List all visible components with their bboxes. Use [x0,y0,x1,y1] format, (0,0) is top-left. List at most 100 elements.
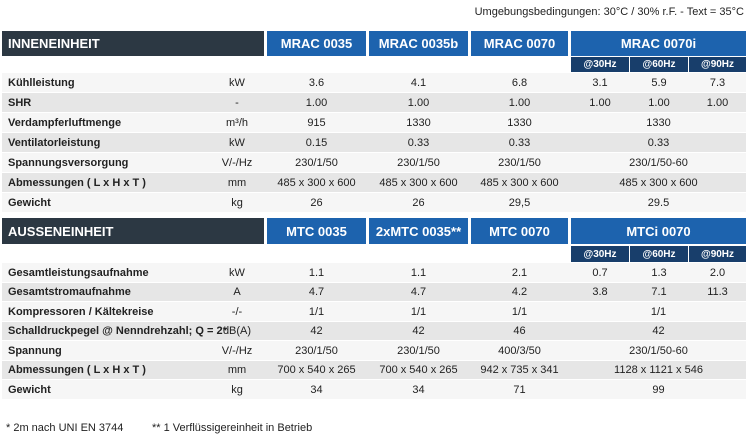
row-label: Gewicht [8,383,51,396]
cell-value: 11.3 [707,286,728,299]
cell-value: 230/1/50-60 [629,344,688,357]
row-bg [2,263,746,282]
row-unit: m³/h [226,117,248,129]
row-bg [2,321,746,340]
row-unit: kW [229,137,245,149]
cell-value: 1/1 [308,305,325,318]
cell-value: 6.8 [511,77,528,89]
cell-value: 1/1 [650,305,667,318]
cell-value: 46 [513,325,526,338]
row-label: Verdampferluftmenge [8,117,122,129]
subcolumn-header: @30Hz [571,57,629,72]
section-title: AUSSENEINHEIT [2,218,264,244]
subcolumn-header: @90Hz [689,57,746,72]
cell-value: 26 [310,197,323,209]
model-header: 2xMTC 0035** [369,218,468,244]
cell-value: 29.5 [647,197,670,209]
cell-value: 1.00 [648,97,670,109]
cell-value: 1.00 [706,97,729,109]
row-bg [2,341,746,360]
cell-value: 26 [412,197,425,209]
row-bg [2,113,746,132]
cell-value: 700 x 540 x 265 [277,364,356,377]
cell-value: 0.15 [305,137,328,149]
row-bg [2,282,746,301]
row-bg [2,153,746,172]
row-label: Gesamtstromaufnahme [8,286,131,299]
cell-value: 3.8 [592,286,608,299]
row-unit: mm [227,364,247,377]
row-label: Kompressoren / Kältekreise [8,305,154,318]
row-unit: dB(A) [222,325,252,338]
cell-value: 1/1 [511,305,528,318]
cell-value: 230/1/50 [295,157,338,169]
cell-value: 0.33 [407,137,430,149]
cell-value: 485 x 300 x 600 [379,177,458,189]
row-unit: kg [231,197,243,209]
cell-value: 1/1 [410,305,427,318]
cell-value: 2.1 [511,266,528,279]
row-bg [2,193,746,212]
cell-value: 1128 x 1121 x 546 [614,364,703,377]
row-bg [2,360,746,379]
row-label: Abmessungen ( L x H x T ) [8,177,146,189]
row-bg [2,93,746,112]
cell-value: 2.0 [709,266,726,279]
row-label: Spannungsversorgung [8,157,129,169]
row-unit: kW [229,77,245,89]
cell-value: 5.9 [651,77,667,89]
subcolumn-header: @30Hz [571,246,629,262]
row-unit: -/- [231,305,243,318]
cell-value: 230/1/50 [498,157,541,169]
row-bg [2,133,746,152]
footnote: * 2m nach UNI EN 3744 [6,422,124,434]
cell-value: 915 [307,117,326,129]
row-unit: V/-/Hz [221,157,253,169]
section-title: INNENEINHEIT [2,31,264,56]
cell-value: 7.1 [651,286,667,299]
row-bg [2,302,746,321]
cell-value: 0.33 [647,137,670,149]
row-label: Gewicht [8,197,51,209]
cell-value: 1.00 [508,97,531,109]
cell-value: 230/1/50 [397,344,440,357]
footnote: ** 1 Verflüssigereinheit in Betrieb [152,422,313,434]
cell-value: 4.1 [410,77,427,89]
row-unit: mm [227,177,247,189]
row-unit: kW [229,266,245,279]
cell-value: 1330 [406,117,431,129]
cell-value: 1.00 [589,97,611,109]
model-header: MRAC 0035b [369,31,468,56]
subcolumn-header: @60Hz [630,57,688,72]
model-header: MRAC 0035 [267,31,366,56]
cell-value: 42 [412,325,425,338]
row-unit: A [233,286,241,299]
cell-value: 71 [513,383,526,396]
cell-value: 29,5 [508,197,531,209]
row-bg [2,173,746,192]
cell-value: 4.7 [410,286,427,299]
cell-value: 3.1 [592,77,608,89]
cell-value: 3.6 [308,77,325,89]
cell-value: 1330 [507,117,532,129]
model-header: MRAC 0070 [471,31,568,56]
subcolumn-header: @90Hz [689,246,746,262]
cell-value: 942 x 735 x 341 [480,364,559,377]
cell-value: 485 x 300 x 600 [480,177,559,189]
cell-value: 34 [310,383,323,396]
cell-value: 0.33 [508,137,531,149]
row-unit: V/-/Hz [221,344,253,357]
cell-value: 34 [412,383,425,396]
model-header: MTC 0070 [471,218,568,244]
cell-value: 1330 [646,117,671,129]
cell-value: 230/1/50-60 [629,157,688,169]
cell-value: 1.1 [410,266,427,279]
cell-value: 1.00 [305,97,328,109]
row-label: Abmessungen ( L x H x T ) [8,364,146,377]
cell-value: 400/3/50 [498,344,541,357]
cell-value: 99 [652,383,665,396]
model-header: MRAC 0070i [571,31,746,56]
cell-value: 230/1/50 [397,157,440,169]
cell-value: 1.00 [407,97,430,109]
